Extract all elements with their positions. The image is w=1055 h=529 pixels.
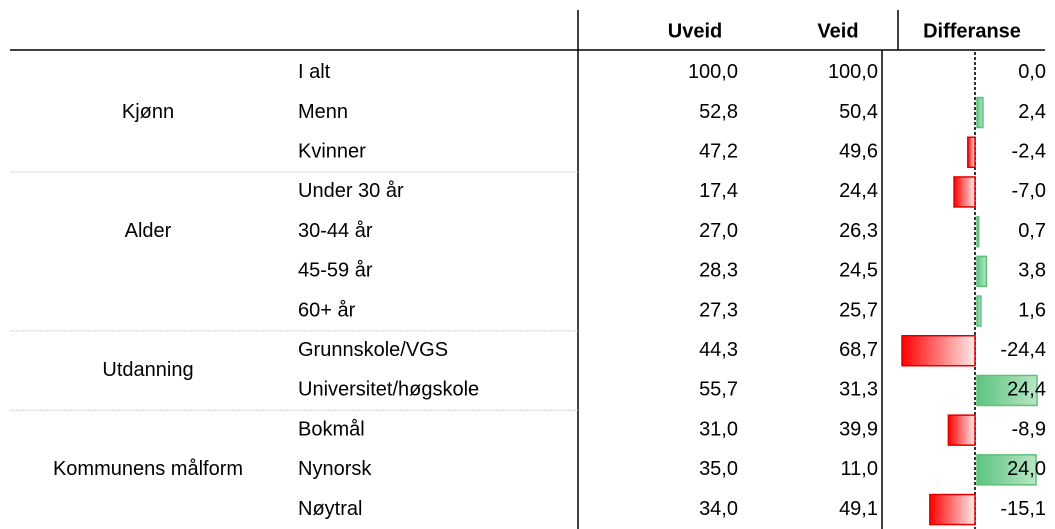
group-label: Alder: [125, 220, 172, 242]
data-bar: [901, 335, 976, 367]
cell: -2,4: [1012, 141, 1046, 163]
row-label: Grunnskole/VGS: [298, 339, 448, 361]
cell: -24,4: [1000, 339, 1046, 361]
data-bar: [967, 136, 976, 168]
data-bar: [976, 454, 1037, 486]
header-cell: Differanse: [923, 20, 1021, 42]
cell: 49,6: [839, 141, 878, 163]
cell: 2,4: [1018, 101, 1046, 123]
cell: 52,8: [699, 101, 738, 123]
cell: 0,0: [1018, 61, 1046, 83]
cell: 100,0: [828, 61, 878, 83]
row-label: Nøytral: [298, 498, 362, 520]
cell: 35,0: [699, 458, 738, 480]
cell: 100,0: [688, 61, 738, 83]
cell: -8,9: [1012, 418, 1046, 440]
header-cell: Uveid: [668, 20, 722, 42]
cell: 31,3: [839, 379, 878, 401]
row-label: 30-44 år: [298, 220, 373, 242]
data-bar: [976, 255, 988, 288]
cell: 27,3: [699, 299, 738, 321]
row-label: Nynorsk: [298, 458, 372, 480]
cell: 17,4: [699, 180, 738, 202]
row-label: Kvinner: [298, 141, 366, 163]
row-label: 60+ år: [298, 299, 356, 321]
group-label: Utdanning: [102, 359, 193, 381]
data-bar: [929, 493, 976, 526]
data-bar: [976, 295, 982, 327]
data-bar: [947, 414, 976, 446]
cell: 44,3: [699, 339, 738, 361]
row-label: Menn: [298, 101, 348, 123]
cell: -15,1: [1000, 498, 1046, 520]
cell: 24,0: [1007, 458, 1046, 480]
cell: 11,0: [841, 458, 878, 480]
cell: 28,3: [699, 260, 738, 282]
cell: 49,1: [839, 498, 878, 520]
header-cell: Veid: [817, 20, 858, 42]
cell: 24,4: [839, 180, 878, 202]
cell: 39,9: [839, 418, 878, 440]
cell: 47,2: [699, 141, 738, 163]
cell: 24,4: [1007, 379, 1046, 401]
cell: 1,6: [1018, 299, 1046, 321]
row-label: Under 30 år: [298, 180, 404, 202]
cell: 26,3: [839, 220, 878, 242]
cell: -7,0: [1012, 180, 1046, 202]
cell: 68,7: [839, 339, 878, 361]
cell: 27,0: [699, 220, 738, 242]
data-bar: [976, 96, 984, 129]
cell: 0,7: [1018, 220, 1046, 242]
row-label: Bokmål: [298, 418, 365, 440]
data-bar: [976, 374, 1038, 407]
data-bar: [976, 215, 980, 248]
group-label: Kjønn: [122, 101, 174, 123]
row-label: I alt: [298, 61, 331, 83]
group-label: Kommunens målform: [53, 458, 243, 480]
cell: 31,0: [699, 418, 738, 440]
cell: 24,5: [839, 260, 878, 282]
cell: 34,0: [699, 498, 738, 520]
row-label: 45-59 år: [298, 260, 373, 282]
data-bar: [953, 176, 976, 208]
cell: 3,8: [1018, 260, 1046, 282]
cell: 25,7: [839, 299, 878, 321]
cell: 55,7: [699, 379, 738, 401]
cell: 50,4: [839, 101, 878, 123]
row-label: Universitet/høgskole: [298, 379, 479, 401]
